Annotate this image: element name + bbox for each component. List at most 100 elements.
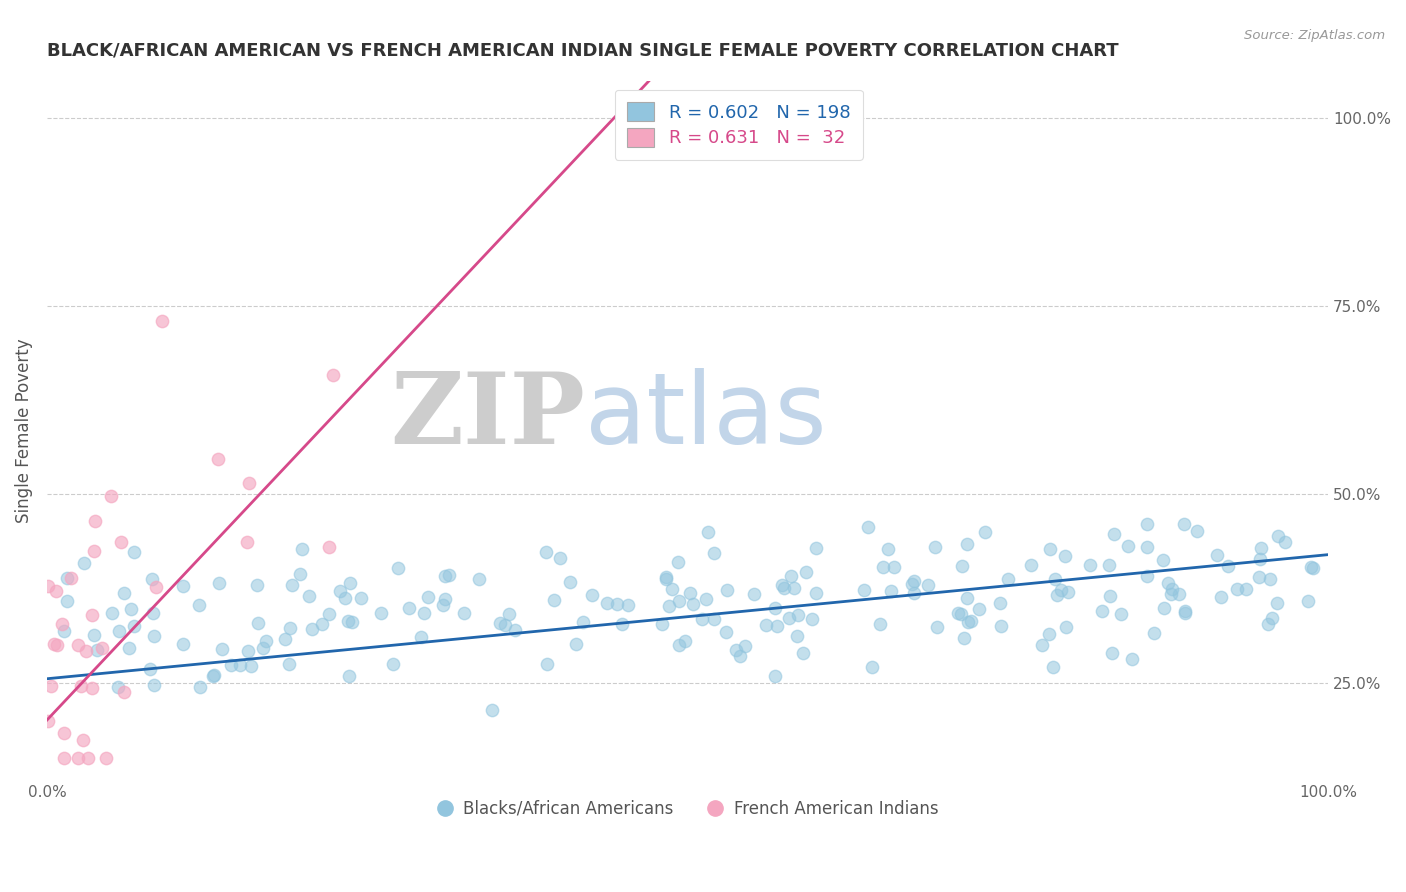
Point bbox=[84, 514, 107, 528]
Point bbox=[1078, 558, 1101, 572]
Point bbox=[288, 567, 311, 582]
Point bbox=[596, 596, 619, 610]
Point bbox=[187, 598, 209, 612]
Point bbox=[990, 619, 1012, 633]
Point bbox=[172, 579, 194, 593]
Point bbox=[1143, 625, 1166, 640]
Point bbox=[806, 585, 828, 599]
Point bbox=[342, 615, 364, 629]
Point bbox=[298, 589, 321, 603]
Point bbox=[112, 586, 135, 600]
Point bbox=[703, 612, 725, 626]
Point bbox=[1301, 559, 1323, 574]
Point bbox=[1226, 582, 1249, 597]
Point bbox=[433, 592, 456, 607]
Point bbox=[1174, 606, 1197, 620]
Point bbox=[606, 597, 628, 611]
Point bbox=[1121, 652, 1143, 666]
Point bbox=[572, 615, 595, 629]
Point bbox=[974, 525, 997, 540]
Point bbox=[503, 623, 526, 637]
Point bbox=[734, 640, 756, 654]
Point bbox=[668, 638, 690, 652]
Point bbox=[924, 540, 946, 554]
Point bbox=[1136, 541, 1159, 555]
Point bbox=[766, 619, 789, 633]
Point bbox=[1098, 558, 1121, 572]
Point bbox=[145, 580, 167, 594]
Point bbox=[796, 565, 818, 579]
Point bbox=[77, 750, 100, 764]
Point bbox=[852, 582, 875, 597]
Point bbox=[763, 601, 786, 615]
Point bbox=[956, 615, 979, 629]
Point bbox=[695, 592, 717, 607]
Point bbox=[960, 614, 983, 628]
Point bbox=[949, 607, 972, 622]
Point bbox=[229, 658, 252, 673]
Point bbox=[725, 643, 748, 657]
Point bbox=[1161, 582, 1184, 597]
Point bbox=[329, 583, 352, 598]
Point bbox=[66, 638, 89, 652]
Y-axis label: Single Female Poverty: Single Female Poverty bbox=[15, 338, 32, 523]
Point bbox=[536, 657, 558, 671]
Point bbox=[1042, 660, 1064, 674]
Point bbox=[1206, 548, 1229, 562]
Point bbox=[548, 550, 571, 565]
Point bbox=[350, 591, 373, 606]
Point bbox=[311, 616, 333, 631]
Point bbox=[901, 576, 924, 591]
Point bbox=[543, 593, 565, 607]
Point bbox=[1302, 561, 1324, 575]
Point bbox=[703, 546, 725, 560]
Point bbox=[481, 703, 503, 717]
Point bbox=[110, 535, 132, 549]
Point bbox=[956, 537, 979, 551]
Point bbox=[883, 560, 905, 574]
Point bbox=[1057, 584, 1080, 599]
Point bbox=[494, 618, 516, 632]
Point bbox=[370, 607, 392, 621]
Point bbox=[1250, 541, 1272, 556]
Point bbox=[333, 591, 356, 605]
Point bbox=[770, 578, 793, 592]
Point bbox=[1265, 596, 1288, 610]
Point bbox=[488, 615, 510, 630]
Point bbox=[780, 569, 803, 583]
Point bbox=[290, 541, 312, 556]
Point bbox=[37, 579, 59, 593]
Point bbox=[252, 641, 274, 656]
Point bbox=[1091, 604, 1114, 618]
Point bbox=[668, 594, 690, 608]
Point bbox=[239, 658, 262, 673]
Text: atlas: atlas bbox=[585, 368, 827, 465]
Point bbox=[75, 644, 97, 658]
Point bbox=[581, 588, 603, 602]
Point bbox=[801, 612, 824, 626]
Point bbox=[278, 621, 301, 635]
Point bbox=[82, 607, 104, 622]
Point bbox=[1136, 517, 1159, 532]
Point bbox=[118, 640, 141, 655]
Point bbox=[453, 606, 475, 620]
Point bbox=[1153, 601, 1175, 615]
Point bbox=[45, 638, 67, 652]
Point bbox=[872, 560, 894, 574]
Point bbox=[1257, 616, 1279, 631]
Point bbox=[728, 648, 751, 663]
Point bbox=[1173, 516, 1195, 531]
Point bbox=[53, 725, 76, 739]
Point bbox=[610, 616, 633, 631]
Point bbox=[1152, 552, 1174, 566]
Point bbox=[238, 644, 260, 658]
Point bbox=[880, 584, 903, 599]
Point bbox=[246, 615, 269, 630]
Point bbox=[967, 602, 990, 616]
Point bbox=[432, 598, 454, 612]
Point bbox=[565, 636, 588, 650]
Point bbox=[468, 572, 491, 586]
Point bbox=[52, 750, 75, 764]
Point bbox=[856, 520, 879, 534]
Point bbox=[339, 575, 361, 590]
